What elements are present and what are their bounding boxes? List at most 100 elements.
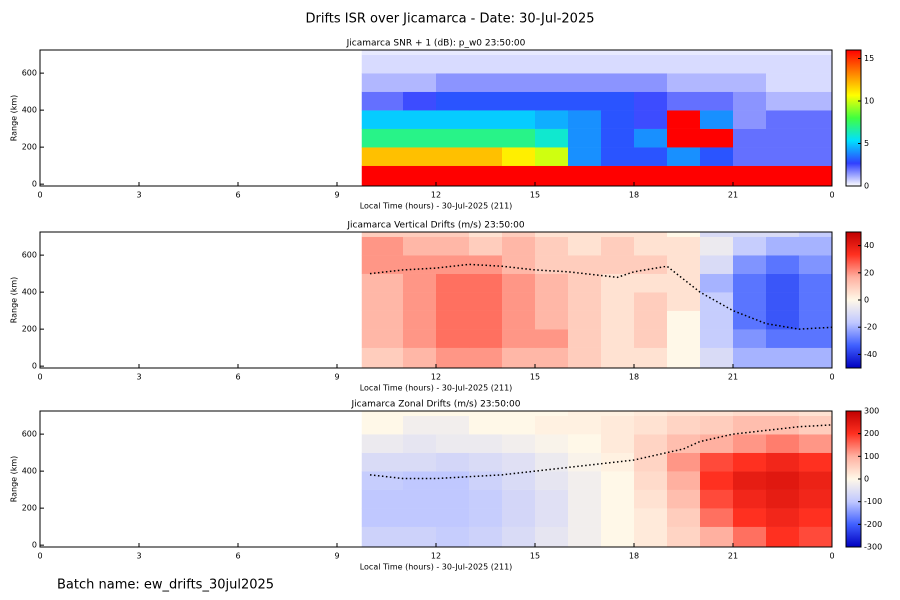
heat-cell [799,452,833,472]
heat-cell [361,147,404,166]
heat-cell [403,91,437,111]
heat-cell [436,165,470,187]
heat-cell [667,508,701,527]
colorbar-tick-label: -200 [864,520,882,529]
heat-cell [403,255,437,274]
heat-cell [568,411,602,416]
heat-cell [469,273,503,293]
heat-cell [799,50,833,55]
heat-cell [469,471,503,490]
heat-cell [502,329,536,348]
heat-cell [766,165,800,187]
heat-cell [601,110,635,129]
heat-cell [634,54,668,74]
heat-cell [799,236,833,256]
heat-cell [799,147,833,166]
colorbar-tick-label: -100 [864,497,882,506]
heat-cell [568,310,602,330]
heat-cell [733,434,767,453]
heat-cell [436,232,470,237]
x-tick-label: 15 [530,373,540,382]
heat-cell [700,415,734,435]
heat-cell [361,54,404,74]
heat-cell [361,415,404,435]
panel-title: Jicamarca SNR + 1 (dB): p_w0 23:50:00 [346,39,526,49]
heat-cell [469,489,503,509]
heat-cell [700,273,734,293]
heat-cell [436,236,470,256]
heat-cell [700,128,734,148]
heat-cell [568,255,602,274]
heat-cell [469,110,503,129]
heat-cell [634,415,668,435]
heat-cell [568,471,602,490]
heat-cell [601,508,635,527]
heat-cell [733,128,767,148]
heat-cell [733,329,767,348]
heat-cell [766,110,800,129]
heat-cell [667,434,701,453]
heat-cell [469,255,503,274]
heat-cell [502,73,536,92]
heat-cell [568,329,602,348]
y-tick-label: 600 [22,430,37,439]
heat-cell [799,91,833,111]
heat-cell [601,347,635,369]
x-tick-label: 3 [136,373,141,382]
heat-cell [667,329,701,348]
heat-cell [535,526,569,548]
y-tick-label: 400 [22,467,37,476]
heat-cell [733,415,767,435]
heat-cell [361,310,404,330]
heat-cell [667,255,701,274]
heat-cell [436,73,470,92]
heat-cell [403,310,437,330]
heat-cell [766,452,800,472]
heat-cell [667,91,701,111]
x-tick-label: 21 [728,552,738,561]
heat-cell [469,50,503,55]
heat-cell [436,411,470,416]
x-tick-label: 6 [235,552,240,561]
heat-cell [535,147,569,166]
x-tick-label: 18 [629,373,639,382]
heat-cell [799,329,833,348]
heat-cell [436,91,470,111]
heat-cell [700,411,734,416]
heat-cell [667,489,701,509]
y-tick-label: 400 [22,106,37,115]
heat-cell [601,73,635,92]
heat-cell [766,54,800,74]
x-tick-label: 15 [530,191,540,200]
x-tick-label: 6 [235,191,240,200]
heat-cell [469,310,503,330]
heat-cell [469,508,503,527]
panel-title: Jicamarca Zonal Drifts (m/s) 23:50:00 [351,400,521,410]
heat-cell [700,236,734,256]
heat-cell [502,232,536,237]
heat-cell [634,434,668,453]
heat-cell [436,110,470,129]
heat-cell [700,471,734,490]
heat-cell [601,489,635,509]
heat-cell [733,489,767,509]
y-axis-label: Range (km) [10,277,19,324]
heat-cell [436,471,470,490]
heat-cell [469,411,503,416]
x-tick-label: 0 [37,552,42,561]
heat-cell [634,310,668,330]
heat-cell [667,236,701,256]
heat-cell [502,147,536,166]
heat-cell [700,91,734,111]
heat-cell [535,232,569,237]
heat-cell [634,292,668,311]
heat-cell [436,50,470,55]
heat-cell [436,292,470,311]
y-tick-label: 0 [32,362,37,371]
heat-cell [733,73,767,92]
heat-cell [766,292,800,311]
heat-cell [667,415,701,435]
heat-cell [535,110,569,129]
heat-cell [361,128,404,148]
heat-cell [361,471,404,490]
